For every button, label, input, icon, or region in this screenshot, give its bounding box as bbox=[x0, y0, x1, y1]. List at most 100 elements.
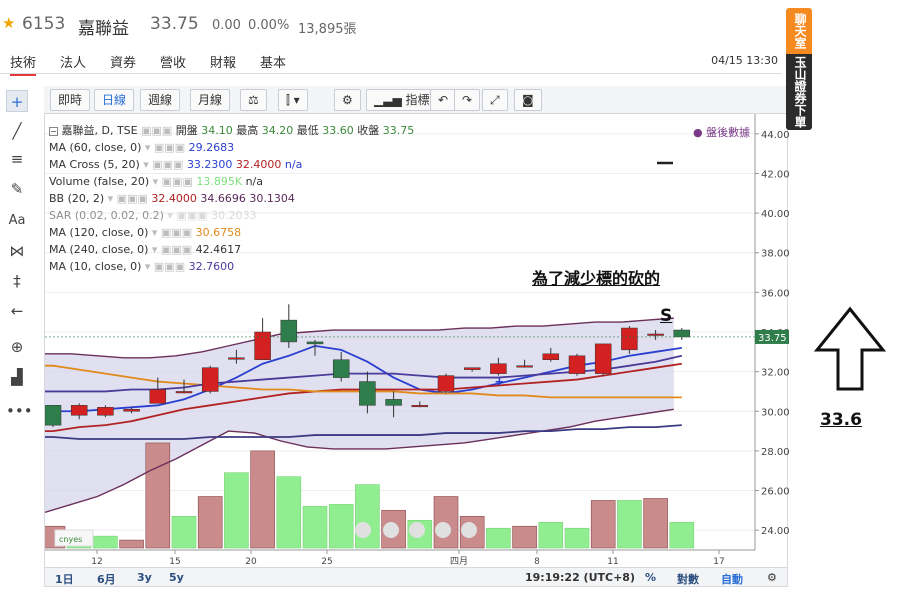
price-chart[interactable]: + 44.0042.0040.0038.0036.0034.0032.0030.… bbox=[40, 114, 790, 568]
scroll-left-icon[interactable] bbox=[355, 522, 371, 538]
camera-icon[interactable]: ◙ bbox=[514, 89, 542, 111]
legend-row-settings-icons[interactable]: ▾ ▣▣▣ bbox=[104, 192, 152, 205]
candle-body bbox=[568, 355, 586, 374]
scroll-right-icon[interactable] bbox=[461, 522, 477, 538]
settings-gear-icon[interactable]: ⚙ bbox=[334, 89, 361, 111]
close-value: 33.75 bbox=[382, 124, 415, 137]
volume-bar bbox=[250, 450, 275, 549]
tab-financials[interactable]: 財報 bbox=[210, 56, 237, 71]
legend-row-value: 33.2300 bbox=[186, 158, 236, 171]
bottom-settings-icon[interactable]: ⚙ bbox=[767, 571, 777, 584]
favorite-star-icon[interactable]: ★ bbox=[2, 14, 16, 32]
brush-icon[interactable]: ✎ bbox=[10, 180, 24, 198]
volume-bar bbox=[93, 535, 118, 549]
clock-time: 19:19:22 (UTC+8) bbox=[525, 571, 635, 584]
sar-marker: + bbox=[494, 375, 504, 389]
volume-bar bbox=[224, 472, 249, 549]
legend-row-settings-icons[interactable]: ▾ ▣▣▣ bbox=[163, 209, 212, 222]
candle-body bbox=[123, 409, 140, 412]
tab-technical[interactable]: 技術 bbox=[10, 52, 37, 76]
redo-icon[interactable]: ↷ bbox=[454, 89, 481, 111]
legend-row[interactable]: MA Cross (5, 20) ▾ ▣▣▣ 33.2300 32.4000 n… bbox=[49, 156, 414, 173]
legend-row-settings-icons[interactable]: ▾ ▣▣▣ bbox=[141, 260, 189, 273]
candle-type-icon[interactable]: ⫿ ▾ bbox=[278, 89, 308, 111]
broker-order-button[interactable]: 玉山證券下單 bbox=[786, 54, 812, 130]
legend-row-settings-icons[interactable]: ▾ ▣▣▣ bbox=[148, 243, 196, 256]
auto-toggle[interactable]: 自動 bbox=[721, 573, 743, 586]
range-5y[interactable]: 5y bbox=[169, 571, 184, 584]
text-tool-icon[interactable]: Aa bbox=[8, 213, 26, 228]
log-toggle[interactable]: 對數 bbox=[677, 573, 699, 586]
last-price-tag: 33.75 bbox=[45, 329, 789, 344]
tab-basic[interactable]: 基本 bbox=[260, 56, 287, 71]
trendline-icon[interactable]: ╱ bbox=[12, 122, 22, 140]
legend-row-settings-icons[interactable]: ▾ ▣▣▣ bbox=[149, 175, 197, 188]
legend-row-value: n/a bbox=[245, 175, 263, 188]
range-1d[interactable]: 1日 bbox=[55, 573, 74, 586]
back-arrow-icon[interactable]: ← bbox=[10, 302, 24, 320]
weekly-button[interactable]: 週線 bbox=[140, 89, 181, 111]
y-tick-label: 26.00 bbox=[761, 487, 789, 498]
logo-box bbox=[54, 529, 94, 547]
tab-margin[interactable]: 資券 bbox=[110, 56, 137, 71]
zoom-icon[interactable]: ⊕ bbox=[10, 338, 24, 356]
pattern-icon[interactable]: ⋈ bbox=[9, 242, 25, 260]
reset-icon[interactable] bbox=[409, 522, 425, 538]
candle-body bbox=[44, 405, 62, 426]
tab-institutional[interactable]: 法人 bbox=[60, 56, 87, 71]
bb-lower-line bbox=[44, 408, 674, 514]
chat-room-button[interactable]: 聊天室 bbox=[786, 8, 812, 54]
legend-row-value: 29.2683 bbox=[188, 141, 235, 154]
scroll-controls[interactable] bbox=[355, 522, 477, 538]
up-arrow-icon bbox=[813, 306, 887, 391]
x-tick-label: 15 bbox=[169, 557, 180, 567]
range-3y[interactable]: 3y bbox=[137, 571, 152, 584]
legend-row-settings-icons[interactable]: ▾ ▣▣▣ bbox=[148, 226, 196, 239]
tab-revenue[interactable]: 營收 bbox=[160, 56, 187, 71]
legend-row[interactable]: MA (60, close, 0) ▾ ▣▣▣ 29.2683 bbox=[49, 139, 414, 156]
candle-body bbox=[411, 405, 429, 408]
after-hours-label[interactable]: ● 盤後數據 bbox=[693, 124, 750, 140]
compare-scale-icon[interactable]: ⚖ bbox=[240, 89, 267, 111]
legend-row-settings-icons[interactable]: ▾ ▣▣▣ bbox=[139, 158, 187, 171]
x-tick-label: 11 bbox=[607, 557, 618, 567]
zoom-out-icon[interactable] bbox=[383, 522, 399, 538]
stock-price: 33.75 bbox=[150, 14, 199, 34]
volume-bars bbox=[40, 442, 695, 549]
candle-body bbox=[516, 365, 533, 368]
measure-icon[interactable]: ‡ bbox=[13, 272, 21, 290]
ruler-icon[interactable]: ▟ bbox=[11, 368, 23, 386]
chart-canvas[interactable]: + 44.0042.0040.0038.0036.0034.0032.0030.… bbox=[40, 114, 790, 568]
indicators-button[interactable]: ▁▃▅ 指標 bbox=[366, 89, 438, 111]
fullscreen-icon[interactable]: ⤢ bbox=[482, 89, 508, 111]
more-icon[interactable]: ••• bbox=[6, 402, 33, 420]
legend-row[interactable]: Volume (false, 20) ▾ ▣▣▣ 13.895K n/a bbox=[49, 173, 414, 190]
open-value: 34.10 bbox=[201, 124, 233, 137]
bb-upper-line bbox=[45, 317, 674, 359]
close-label: 收盤 bbox=[357, 124, 380, 137]
realtime-button[interactable]: 即時 bbox=[50, 89, 91, 111]
monthly-button[interactable]: 月線 bbox=[190, 89, 231, 111]
legend-settings-icons[interactable]: ▣▣▣ bbox=[141, 124, 173, 137]
candle-body bbox=[542, 353, 560, 360]
legend-row[interactable]: MA (10, close, 0) ▾ ▣▣▣ 32.7600 bbox=[49, 258, 414, 275]
legend-row[interactable]: BB (20, 2) ▾ ▣▣▣ 32.4000 34.6696 30.1304 bbox=[49, 190, 414, 207]
fib-lines-icon[interactable]: ≡ bbox=[10, 150, 24, 168]
undo-icon[interactable]: ↶ bbox=[430, 89, 457, 111]
collapse-icon[interactable]: − bbox=[49, 127, 58, 136]
range-6m[interactable]: 6月 bbox=[97, 573, 116, 586]
legend-row[interactable]: MA (120, close, 0) ▾ ▣▣▣ 30.6758 bbox=[49, 224, 414, 241]
candle-body bbox=[254, 331, 271, 360]
daily-button[interactable]: 日線 bbox=[94, 89, 135, 111]
percent-toggle[interactable]: % bbox=[645, 571, 657, 584]
legend-row[interactable]: MA (240, close, 0) ▾ ▣▣▣ 42.4617 bbox=[49, 241, 414, 258]
indicator-chart-icon: ▁▃▅ bbox=[374, 93, 406, 107]
legend-row-settings-icons[interactable]: ▾ ▣▣▣ bbox=[141, 141, 189, 154]
legend-row-value: 32.7600 bbox=[188, 260, 235, 273]
crosshair-icon[interactable]: + bbox=[6, 90, 28, 112]
ma-line bbox=[45, 362, 682, 432]
legend-row[interactable]: SAR (0.02, 0.02, 0.2) ▾ ▣▣▣ 30.2033 bbox=[49, 207, 414, 224]
low-label: 最低 bbox=[296, 124, 319, 137]
volume-bar bbox=[486, 527, 511, 549]
zoom-in-icon[interactable] bbox=[435, 522, 451, 538]
